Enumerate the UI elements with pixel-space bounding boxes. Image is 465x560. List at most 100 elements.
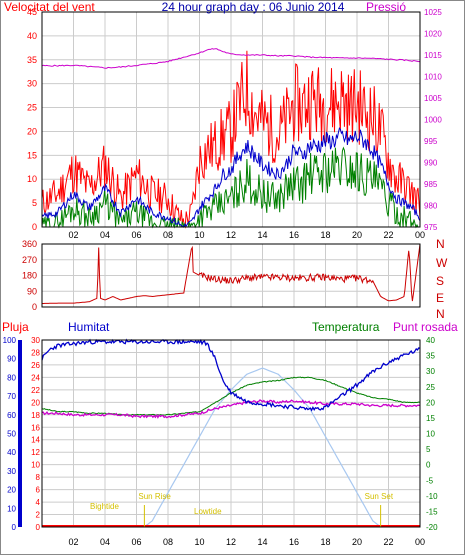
humidity-axis-bar: [18, 340, 22, 527]
wind-x-tick-label: 18: [320, 230, 330, 240]
wind-speed-label: Velocitat del vent: [4, 0, 95, 14]
temperature-axis-tick-label: 5: [426, 445, 431, 454]
wind-axis-tick-label: 25: [27, 103, 37, 113]
sunset-label: Sun Set: [365, 492, 394, 501]
temp-x-tick-label: 22: [383, 537, 393, 547]
wind-axis-tick-label: 15: [27, 150, 37, 160]
humidity-axis-tick-label: 60: [7, 411, 16, 420]
humidity-axis-tick-label: 50: [7, 430, 16, 439]
temp-x-tick-label: 00: [415, 537, 425, 547]
rain-label: Pluja: [2, 320, 29, 334]
humidity-axis-tick-label: 40: [7, 448, 16, 457]
dir-axis-tick-label: 180: [22, 271, 37, 281]
wind-axis-tick-label: 0: [32, 222, 37, 232]
temperature-axis-tick-label: -20: [426, 523, 438, 532]
dir-plot-frame: [41, 243, 421, 308]
wind-x-tick-label: 10: [194, 230, 204, 240]
temperature-axis-tick-label: 0: [426, 461, 431, 470]
wind-avg-line: [41, 127, 421, 228]
rain-axis-tick-label: 0: [36, 523, 41, 532]
pressure-axis-tick-label: 990: [424, 159, 438, 168]
wind-plot-frame: [41, 11, 421, 228]
wind-axis-tick-label: 20: [27, 126, 37, 136]
temperature-axis-tick-label: 20: [426, 398, 435, 407]
wind-x-tick-label: 02: [68, 230, 78, 240]
pressure-axis-tick-label: 1020: [424, 30, 442, 39]
temperature-axis-tick-label: -10: [426, 492, 438, 501]
humidity-line: [41, 338, 421, 412]
wind-x-tick-label: 06: [131, 230, 141, 240]
temp-x-tick-label: 06: [131, 537, 141, 547]
pressure-axis-tick-label: 1010: [424, 73, 442, 82]
dir-axis-tick-label: 360: [22, 239, 37, 249]
temp-x-tick-label: 08: [163, 537, 173, 547]
temp-x-tick-label: 14: [257, 537, 267, 547]
dewpoint-line: [41, 399, 421, 419]
humidity-axis-tick-label: 30: [7, 467, 16, 476]
wind-axis-tick-label: 45: [27, 7, 37, 17]
rain-axis-tick-label: 20: [31, 398, 40, 407]
pressure-axis-tick-label: 1025: [424, 8, 442, 17]
compass-letter: E: [436, 291, 444, 305]
pressure-axis-tick-label: 1005: [424, 94, 442, 103]
temperature-axis-tick-label: 40: [426, 336, 435, 345]
temperature-axis-tick-label: -5: [426, 476, 434, 485]
rain-axis-tick-label: 24: [31, 373, 40, 382]
temperature-axis-tick-label: 15: [426, 414, 435, 423]
rain-axis-tick-label: 4: [36, 498, 41, 507]
pressure-axis-tick-label: 975: [424, 223, 438, 232]
rain-axis-tick-label: 18: [31, 411, 40, 420]
temperature-axis-tick-label: -15: [426, 507, 438, 516]
rain-axis-tick-label: 16: [31, 423, 40, 432]
rain-axis-tick-label: 8: [36, 473, 41, 482]
pressure-axis-tick-label: 980: [424, 202, 438, 211]
pressure-axis-tick-label: 985: [424, 180, 438, 189]
temp-x-tick-label: 02: [68, 537, 78, 547]
wind-x-tick-label: 08: [163, 230, 173, 240]
temp-x-tick-label: 04: [100, 537, 110, 547]
pressure-axis-tick-label: 995: [424, 137, 438, 146]
hightide-label: Bightide: [90, 502, 119, 511]
dir-axis-tick-label: 270: [22, 255, 37, 265]
compass-letter: W: [436, 256, 448, 270]
compass-letter: N: [436, 307, 445, 321]
temperature-axis-tick-label: 30: [426, 367, 435, 376]
wind-direction-line: [42, 243, 421, 304]
rain-axis-tick-label: 6: [36, 486, 41, 495]
rain-axis-tick-label: 28: [31, 348, 40, 357]
humidity-axis-tick-label: 90: [7, 355, 16, 364]
wind-axis-tick-label: 5: [32, 198, 37, 208]
rain-axis-tick-label: 10: [31, 461, 40, 470]
sunrise-label: Sun Rise: [138, 492, 171, 501]
humidity-axis-tick-label: 80: [7, 373, 16, 382]
humidity-axis-tick-label: 70: [7, 392, 16, 401]
wind-gust-line: [41, 50, 421, 229]
wind-axis-tick-label: 30: [27, 79, 37, 89]
temp-x-tick-label: 20: [352, 537, 362, 547]
wind-x-tick-label: 14: [257, 230, 267, 240]
humidity-axis-tick-label: 100: [3, 336, 17, 345]
wind-x-tick-label: 20: [352, 230, 362, 240]
temp-x-tick-label: 18: [320, 537, 330, 547]
humidity-axis-tick-label: 10: [7, 504, 16, 513]
compass-letter: N: [436, 237, 445, 251]
rain-axis-tick-label: 2: [36, 511, 41, 520]
temp-x-tick-label: 12: [226, 537, 236, 547]
humidity-axis-tick-label: 0: [12, 523, 17, 532]
temp-x-tick-label: 16: [289, 537, 299, 547]
rain-axis-tick-label: 26: [31, 361, 40, 370]
temperature-axis-tick-label: 35: [426, 352, 435, 361]
temp-x-tick-label: 10: [194, 537, 204, 547]
temperature-label: Temperatura: [312, 320, 380, 334]
temperature-axis-tick-label: 10: [426, 430, 435, 439]
solar-curve: [144, 367, 381, 528]
humidity-axis-tick-label: 20: [7, 486, 16, 495]
dewpoint-label: Punt rosada: [393, 320, 458, 334]
wind-x-tick-label: 00: [415, 230, 425, 240]
rain-axis-tick-label: 22: [31, 386, 40, 395]
rain-axis-tick-label: 12: [31, 448, 40, 457]
temp-plot-frame: [41, 339, 421, 528]
wind-x-tick-label: 12: [226, 230, 236, 240]
